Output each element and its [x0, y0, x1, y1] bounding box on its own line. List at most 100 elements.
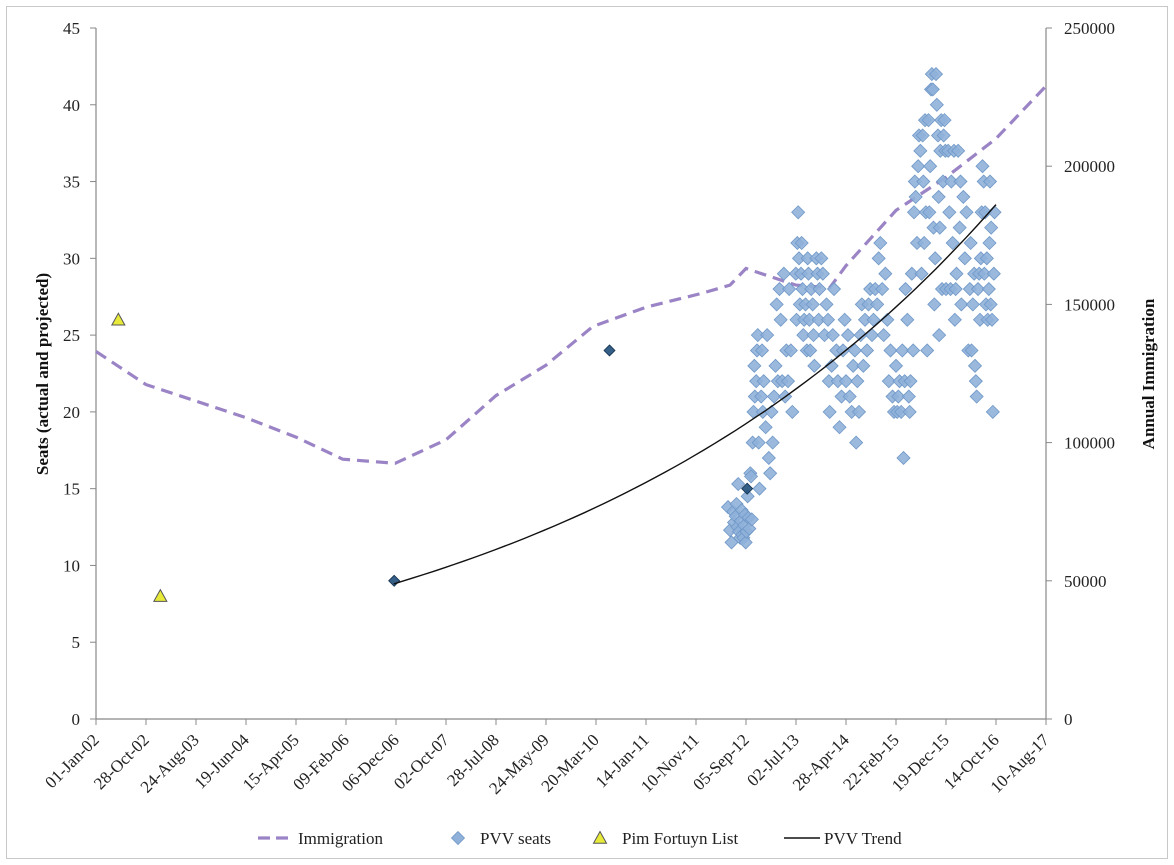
pvv-seat-marker [803, 343, 818, 358]
y-tick-label: 0 [72, 710, 81, 729]
y-tick-label: 10 [63, 556, 80, 575]
y-tick-label: 30 [63, 249, 80, 268]
pvv-seat-marker [881, 374, 896, 389]
pvv-seat-marker [812, 281, 827, 297]
pvv-seat-marker [832, 420, 847, 435]
legend-label: Immigration [298, 829, 383, 848]
pvv-seat-marker [765, 435, 780, 450]
pvv-seat-marker [985, 404, 1000, 419]
pvv-seat-marker [982, 235, 997, 251]
y-tick-label: 20 [63, 403, 80, 422]
pvv-seat-marker [875, 281, 890, 297]
pvv-seat-marker [853, 328, 868, 343]
pvv-seat-marker [747, 358, 762, 373]
pvv-seat-marker [977, 266, 992, 281]
pvv-seat-marker [878, 266, 893, 281]
pvv-seat-marker [738, 535, 753, 550]
pvv-seat-marker [815, 266, 830, 281]
immigration-line [95, 84, 1048, 465]
pvv-seat-marker [851, 404, 867, 419]
pvv-seat-marker [981, 281, 996, 297]
pvv-seat-marker [978, 205, 993, 220]
pvv-seat-marker [986, 266, 1001, 281]
pvv-seat-marker [791, 205, 806, 220]
pvv-seat-marker [979, 251, 994, 266]
pvv-seat-marker [744, 512, 759, 527]
pvv-seat-marker [936, 128, 951, 143]
y-tick-label: 35 [63, 173, 80, 192]
pvv-seat-marker [917, 235, 932, 251]
pvv-seat-marker [766, 389, 782, 404]
pvv-seat-marker [846, 358, 861, 373]
pvv-seat-marker [954, 297, 969, 312]
pvv-seat-marker [888, 358, 904, 373]
pvv-seat-marker [773, 312, 788, 327]
pvv-seat-marker [783, 343, 798, 358]
pvv-seat-marker [945, 235, 960, 251]
pvv-seat-marker [970, 281, 986, 297]
pvv-seat-marker [923, 159, 938, 174]
pvv-seat-marker [819, 297, 834, 312]
pvv-seat-marker [840, 328, 856, 343]
pvv-seat-marker [754, 343, 770, 358]
legend-swatch-pim-fortuyn [592, 830, 608, 844]
pvv-seat-marker [947, 312, 962, 327]
pvv-seat-marker [814, 251, 829, 266]
legend-label: PVV seats [480, 829, 551, 848]
pvv-seat-marker [932, 328, 947, 343]
pvv-seat-marker-dark [741, 482, 754, 495]
pvv-seat-marker [752, 481, 767, 496]
pvv-seat-marker [902, 404, 917, 419]
pvv-seat-marker [927, 297, 942, 312]
y2-tick-label: 100000 [1064, 434, 1115, 453]
chart-frame [6, 6, 1168, 859]
pvv-seat-marker [820, 312, 836, 327]
pvv-seat-marker [984, 220, 999, 235]
pvv-seat-marker [850, 374, 865, 389]
pvv-seat-marker [913, 143, 928, 158]
pvv-seat-marker [806, 328, 821, 343]
pvv-seat-marker [731, 476, 746, 492]
pim-fortuyn-marker [110, 312, 126, 326]
pvv-seat-marker [949, 266, 964, 281]
pvv-seat-marker [842, 389, 857, 404]
pvv-seat-marker [929, 97, 944, 112]
y2-tick-label: 0 [1064, 710, 1073, 729]
pvv-seat-marker [908, 189, 923, 204]
pvv-seat-marker [975, 159, 990, 174]
pvv-seat-marker [754, 389, 769, 404]
pvv-seat-marker [849, 435, 864, 450]
pvv-seat-marker [903, 374, 918, 389]
pvv-seat-marker [764, 404, 779, 419]
pvv-seat-marker [838, 374, 854, 389]
pvv-seat-marker [825, 328, 840, 343]
pvv-seat-marker [870, 297, 885, 312]
pvv-seat-marker [956, 189, 971, 204]
pvv-seat-marker [964, 343, 979, 358]
pvv-seat-marker [768, 358, 783, 373]
y-axis-title: Seats (actual and projected) [33, 273, 52, 475]
pvv-seat-marker [864, 328, 880, 343]
pvv-seat-marker [901, 389, 916, 404]
pvv-seat-marker [769, 297, 784, 312]
pvv-seat-marker [963, 235, 978, 251]
pvv-seat-marker [906, 343, 921, 358]
y2-tick-label: 250000 [1064, 19, 1115, 38]
pvv-seat-marker [776, 266, 791, 281]
series-layer [95, 67, 1048, 602]
pvv-seat-marker [900, 312, 915, 327]
pvv-seat-marker [906, 205, 922, 220]
legend: Immigration PVV seats Pim Fortuyn List PVV … [258, 829, 902, 848]
y2-tick-label: 200000 [1064, 157, 1115, 176]
pvv-seat-marker [756, 374, 771, 389]
pvv-seat-marker [883, 343, 898, 358]
legend-label: PVV Trend [824, 829, 902, 848]
pvv-seat-marker [967, 358, 983, 373]
pvv-seat-marker [871, 251, 886, 266]
pvv-seat-marker [969, 389, 984, 404]
pvv-seat-marker [895, 343, 910, 358]
y2-axis-title: Annual Immigration [1139, 298, 1158, 449]
pvv-seat-marker [811, 312, 826, 327]
pvv-seat-marker [763, 466, 778, 481]
y-tick-label: 45 [63, 19, 80, 38]
